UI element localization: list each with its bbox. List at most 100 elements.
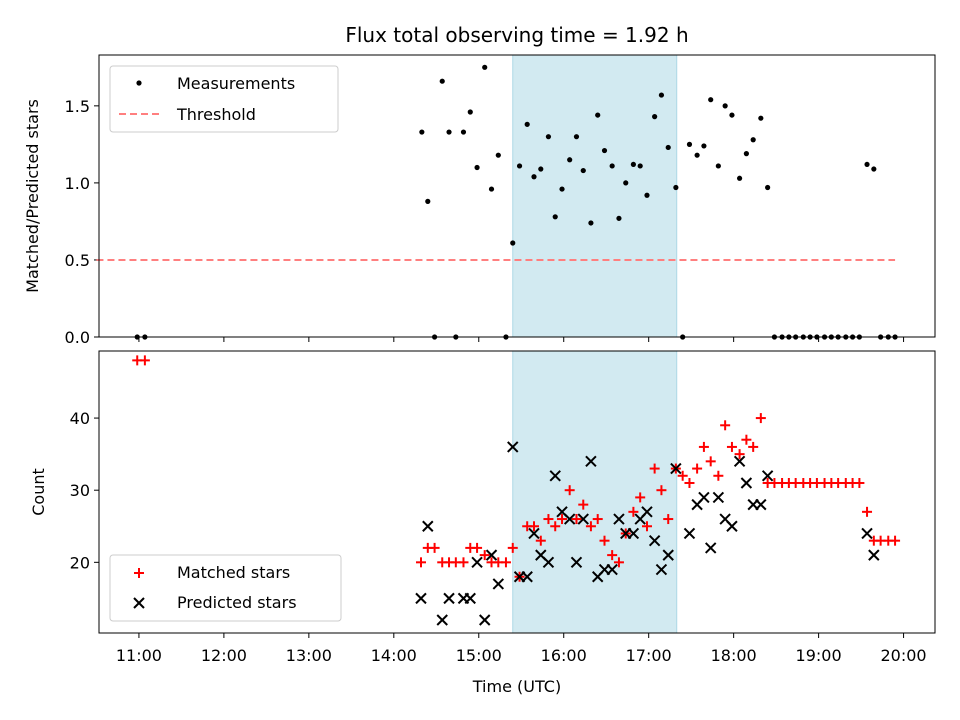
- measurement-point: [495, 152, 501, 158]
- matched-star-point: [890, 535, 901, 546]
- matched-star-point: [607, 550, 618, 561]
- matched-star-point: [862, 506, 873, 517]
- bottom-shaded-interval: [512, 350, 678, 634]
- measurement-point: [722, 103, 728, 109]
- matched-star-point: [472, 542, 483, 553]
- predicted-star-point: [528, 527, 540, 540]
- x-tick-label: 12:00: [201, 646, 247, 665]
- predicted-star-point: [698, 491, 710, 504]
- predicted-star-point: [443, 592, 455, 605]
- measurement-point: [715, 163, 721, 169]
- measurement-point: [567, 157, 573, 163]
- predicted-star-point: [542, 556, 555, 569]
- measurement-point: [482, 64, 488, 70]
- measurement-point: [623, 180, 629, 186]
- bottom-legend: Matched stars Predicted stars: [109, 554, 342, 622]
- predicted-star-point: [606, 563, 618, 576]
- predicted-star-point: [733, 455, 746, 468]
- measurement-point: [573, 134, 580, 140]
- top-y-tick-label: 0.5: [65, 251, 90, 270]
- matched-star-point: [663, 514, 674, 525]
- measurement-point: [758, 115, 764, 121]
- matched-star-point: [854, 477, 865, 488]
- predicted-star-point: [471, 556, 483, 569]
- chart-title: Flux total observing time = 1.92 h: [345, 23, 688, 47]
- measurement-point: [516, 163, 523, 169]
- measurement-point: [637, 163, 643, 169]
- predicted-star-point: [670, 462, 682, 475]
- bottom-y-tick-label: 30: [70, 481, 90, 500]
- predicted-star-point: [868, 549, 880, 561]
- predicted-star-point: [740, 477, 753, 489]
- matched-star-point: [535, 535, 546, 546]
- measurement-point: [595, 112, 601, 118]
- measurement-point: [694, 152, 700, 158]
- bottom-y-axis-label: Count: [29, 468, 48, 516]
- predicted-star-point: [485, 549, 498, 561]
- matched-star-point: [741, 434, 752, 445]
- bottom-y-tick-label: 20: [70, 553, 90, 572]
- measurement-point: [467, 109, 473, 115]
- measurement-point: [510, 240, 516, 246]
- top-y-tick-label: 0.0: [65, 328, 90, 347]
- x-tick-label: 14:00: [371, 646, 417, 665]
- measurement-point: [750, 137, 756, 143]
- matched-star-point: [692, 463, 703, 474]
- predicted-star-point: [570, 556, 583, 569]
- bottom-panel: 20 30 40 11:00 12:00 13:00 14:00 15:00 16:00 17:…: [29, 350, 936, 696]
- matched-star-point: [599, 535, 610, 546]
- x-tick-label: 19:00: [796, 646, 842, 665]
- predicted-star-point: [683, 527, 696, 540]
- top-x-ticks: [138, 337, 905, 342]
- matched-star-point: [585, 521, 596, 532]
- predicted-star-point: [641, 506, 653, 518]
- legend-predicted-label: Predicted stars: [177, 593, 297, 612]
- matched-star-point: [698, 441, 709, 452]
- predicted-star-point: [577, 513, 589, 525]
- top-legend-box: [109, 65, 339, 133]
- matched-star-point: [641, 521, 652, 532]
- measurement-point: [673, 184, 679, 191]
- predicted-star-point: [549, 470, 561, 482]
- predicted-star-point: [655, 563, 668, 576]
- measurement-point: [580, 167, 586, 174]
- matched-star-point: [613, 557, 624, 568]
- predicted-star-point: [705, 542, 717, 554]
- measurement-point: [871, 166, 877, 172]
- measurement-points: [134, 64, 898, 340]
- measurement-point: [524, 121, 530, 127]
- measurement-point: [425, 198, 431, 204]
- measurement-point: [864, 161, 870, 168]
- measurement-point: [765, 184, 771, 191]
- measurement-point: [665, 144, 671, 151]
- matched-star-point: [713, 470, 724, 481]
- bottom-legend-box: [109, 554, 342, 622]
- x-tick-label: 13:00: [286, 646, 332, 665]
- matched-star-point: [684, 477, 695, 488]
- matched-star-point: [635, 492, 646, 503]
- x-tick-label: 11:00: [116, 646, 162, 665]
- measurement-point: [538, 166, 544, 172]
- matched-star-point: [415, 557, 426, 568]
- measurement-point: [559, 186, 565, 192]
- x-axis-label: Time (UTC): [472, 677, 561, 696]
- matched-star-point: [720, 420, 731, 431]
- matched-star-point: [734, 449, 745, 460]
- matched-star-point: [578, 499, 589, 510]
- predicted-star-point: [861, 527, 873, 540]
- top-panel: 0.0 0.5 1.0 1.5 Matched/Predicted stars Mea…: [23, 54, 936, 347]
- predicted-star-point: [492, 578, 505, 590]
- count-points: [132, 355, 901, 626]
- measurement-point: [545, 134, 552, 140]
- matched-star-point: [528, 521, 539, 532]
- matched-star-point: [507, 542, 518, 553]
- measurement-point: [601, 147, 608, 154]
- measurement-point: [736, 175, 743, 181]
- predicted-star-point: [761, 470, 774, 482]
- matched-star-point: [649, 463, 660, 474]
- measurement-point: [609, 163, 615, 169]
- matched-star-point: [656, 485, 667, 496]
- top-y-axis-label: Matched/Predicted stars: [23, 99, 42, 293]
- predicted-star-point: [755, 498, 767, 511]
- matched-star-point: [429, 542, 440, 553]
